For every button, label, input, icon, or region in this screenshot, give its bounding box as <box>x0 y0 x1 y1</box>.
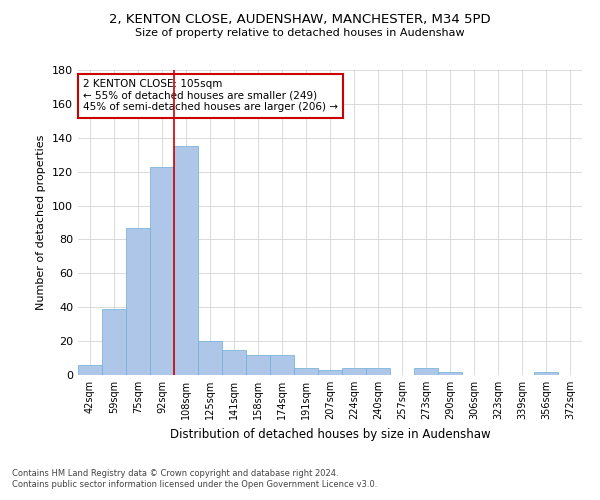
Bar <box>438 372 462 375</box>
Bar <box>246 354 270 375</box>
Bar <box>534 372 558 375</box>
Bar <box>222 350 246 375</box>
Bar <box>102 309 126 375</box>
X-axis label: Distribution of detached houses by size in Audenshaw: Distribution of detached houses by size … <box>170 428 490 440</box>
Bar <box>126 228 150 375</box>
Text: 2 KENTON CLOSE: 105sqm
← 55% of detached houses are smaller (249)
45% of semi-de: 2 KENTON CLOSE: 105sqm ← 55% of detached… <box>83 79 338 112</box>
Y-axis label: Number of detached properties: Number of detached properties <box>37 135 46 310</box>
Bar <box>174 146 198 375</box>
Text: Size of property relative to detached houses in Audenshaw: Size of property relative to detached ho… <box>135 28 465 38</box>
Bar <box>78 365 102 375</box>
Text: 2, KENTON CLOSE, AUDENSHAW, MANCHESTER, M34 5PD: 2, KENTON CLOSE, AUDENSHAW, MANCHESTER, … <box>109 12 491 26</box>
Text: Contains public sector information licensed under the Open Government Licence v3: Contains public sector information licen… <box>12 480 377 489</box>
Bar <box>342 368 366 375</box>
Bar <box>270 354 294 375</box>
Bar <box>150 166 174 375</box>
Bar <box>366 368 390 375</box>
Bar <box>198 341 222 375</box>
Bar <box>414 368 438 375</box>
Bar <box>318 370 342 375</box>
Text: Contains HM Land Registry data © Crown copyright and database right 2024.: Contains HM Land Registry data © Crown c… <box>12 468 338 477</box>
Bar <box>294 368 318 375</box>
